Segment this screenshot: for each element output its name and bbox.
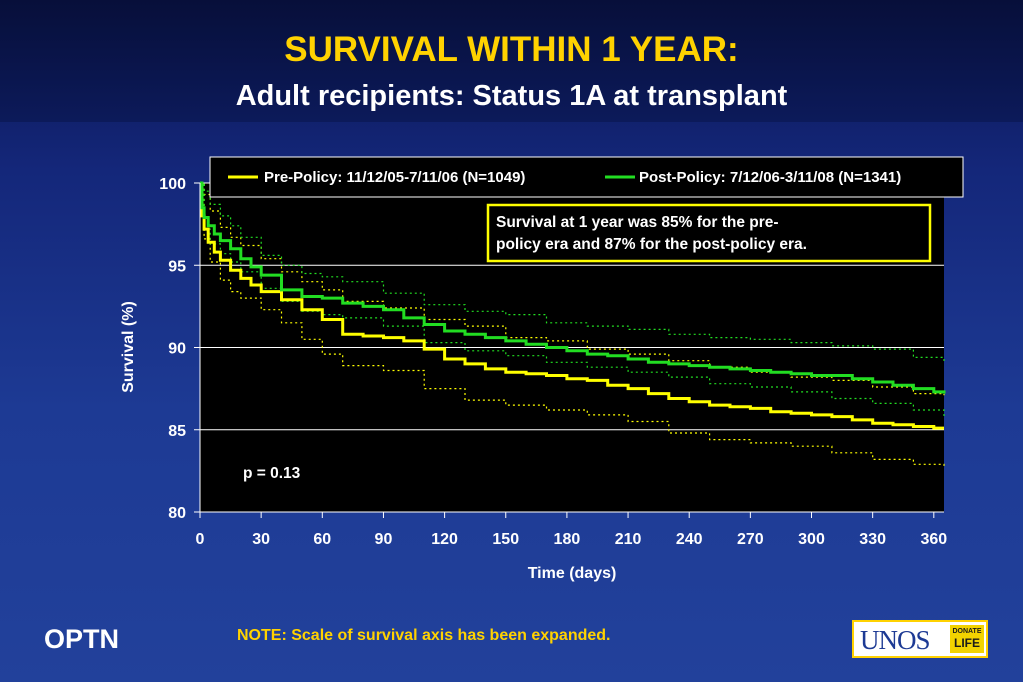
- y-tick-label: 85: [168, 423, 186, 440]
- x-tick-label: 180: [554, 531, 581, 548]
- series-line-pre-policy: [200, 181, 944, 430]
- donate-life-badge: DONATE LIFE: [950, 625, 984, 653]
- x-tick-label: 300: [798, 531, 825, 548]
- annotation-box: [486, 203, 932, 263]
- series-line-post-policy: [200, 181, 946, 394]
- donate-life-top: DONATE: [952, 628, 982, 635]
- slide-title: SURVIVAL WITHIN 1 YEAR:: [284, 30, 739, 69]
- y-tick-label: 100: [159, 176, 186, 193]
- ci-line-pre-policy: [200, 182, 945, 396]
- unos-logo-text: UNOS: [860, 625, 931, 655]
- footnote: NOTE: Scale of survival axis has been ex…: [237, 627, 611, 644]
- x-tick-label: 210: [615, 531, 642, 548]
- annotation-text: Survival at 1 year was 85% for the pre- …: [496, 214, 807, 253]
- y-tick-label: 80: [168, 505, 186, 522]
- x-tick-label: 30: [252, 531, 270, 548]
- x-tick-label: 270: [737, 531, 764, 548]
- x-tick-label: 120: [431, 531, 458, 548]
- x-tick-label: 240: [676, 531, 703, 548]
- donate-life-bottom: LIFE: [954, 636, 980, 650]
- x-tick-label: 90: [375, 531, 393, 548]
- x-tick-label: 60: [313, 531, 331, 548]
- ci-line-pre-policy: [200, 182, 945, 466]
- series-layer: [200, 181, 946, 466]
- annotation-line-1: Survival at 1 year was 85% for the pre-: [496, 214, 779, 231]
- ci-line-post-policy: [200, 182, 945, 363]
- x-tick-label: 150: [492, 531, 519, 548]
- unos-logo: UNOS DONATE LIFE: [852, 620, 988, 658]
- header-band: [0, 0, 1023, 122]
- legend-label-post-policy: Post-Policy: 7/12/06-3/11/08 (N=1341): [639, 169, 901, 186]
- axis-ticks: 80 85 90 95 100 0 30 60 90 120 150 180 210 240 270 300 3…: [159, 176, 947, 548]
- y-axis-title: Survival (%): [120, 301, 137, 393]
- y-tick-label: 90: [168, 341, 186, 358]
- x-tick-label: 0: [196, 531, 205, 548]
- optn-label: OPTN: [44, 624, 120, 654]
- annotation-line-2: policy era and 87% for the post-policy e…: [496, 236, 807, 253]
- x-axis-title: Time (days): [528, 565, 617, 582]
- legend-label-pre-policy: Pre-Policy: 11/12/05-7/11/06 (N=1049): [264, 169, 525, 186]
- y-tick-label: 95: [168, 258, 186, 275]
- x-tick-label: 330: [859, 531, 886, 548]
- legend-box: [209, 156, 964, 198]
- slide-subtitle: Adult recipients: Status 1A at transplan…: [235, 80, 788, 112]
- p-value-label: p = 0.13: [243, 465, 301, 482]
- x-tick-label: 360: [920, 531, 947, 548]
